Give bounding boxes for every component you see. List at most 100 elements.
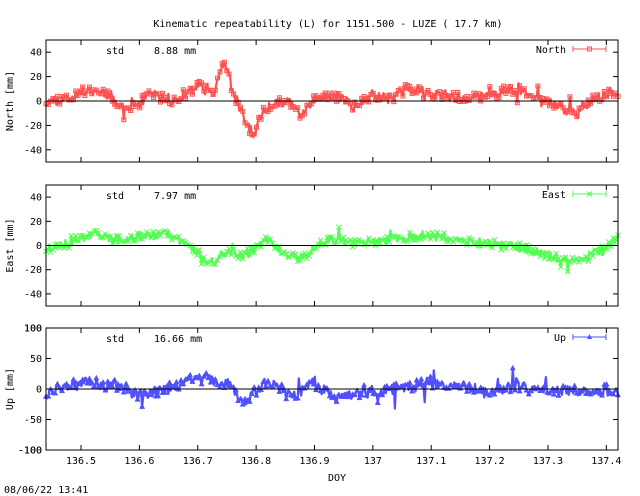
data-point <box>555 392 562 398</box>
data-point <box>503 245 509 252</box>
data-point <box>139 403 146 409</box>
data-point <box>553 387 560 394</box>
data-point <box>232 386 239 393</box>
data-point <box>475 388 482 394</box>
data-point <box>240 108 246 114</box>
data-point <box>322 242 328 248</box>
data-point <box>136 388 143 395</box>
north-series <box>43 59 621 139</box>
data-point <box>509 364 516 371</box>
data-point <box>95 229 102 236</box>
data-point <box>468 236 475 243</box>
data-point <box>189 91 195 97</box>
data-point <box>139 236 145 243</box>
data-point <box>603 245 610 252</box>
data-point <box>100 379 107 385</box>
data-point <box>50 247 56 253</box>
data-point <box>528 250 534 257</box>
legend-marker <box>587 46 592 52</box>
data-point <box>397 235 404 241</box>
data-point <box>310 380 317 387</box>
data-point <box>415 381 422 387</box>
data-point <box>372 390 379 397</box>
data-point <box>489 244 496 251</box>
data-point <box>351 391 358 398</box>
data-point <box>404 238 411 245</box>
data-point <box>525 390 532 397</box>
data-point <box>111 376 118 383</box>
data-point <box>118 238 125 245</box>
data-point <box>548 387 555 394</box>
data-point <box>569 254 576 261</box>
data-point <box>72 232 79 239</box>
data-point <box>425 379 432 385</box>
data-point <box>356 394 363 401</box>
data-point <box>553 250 560 257</box>
y-tick-label: 100 <box>24 324 42 335</box>
data-point <box>610 390 617 397</box>
y-tick-label: 20 <box>30 72 42 83</box>
data-point <box>63 380 70 387</box>
data-point <box>409 387 416 394</box>
data-point <box>324 234 331 241</box>
data-point <box>271 245 278 252</box>
data-point <box>132 386 139 393</box>
data-point <box>501 83 507 89</box>
data-point <box>308 378 315 384</box>
east-panel: -40 -20 0 20 40 East [mm] std 7.97 mm East <box>5 184 621 307</box>
up-series-markers <box>42 364 622 409</box>
data-point <box>331 392 338 399</box>
data-point <box>601 89 607 95</box>
data-point <box>525 243 532 249</box>
data-point <box>253 392 260 398</box>
data-point <box>276 243 283 250</box>
data-point <box>322 90 328 96</box>
data-point <box>152 232 159 239</box>
data-point <box>64 92 70 98</box>
data-point <box>119 104 125 110</box>
data-point <box>184 375 191 381</box>
data-point <box>441 90 447 96</box>
data-point <box>535 83 541 89</box>
data-point <box>398 86 404 92</box>
data-point <box>308 101 314 107</box>
data-point <box>141 387 148 394</box>
chart-title: Kinematic repeatability (L) for 1151.500… <box>153 19 502 30</box>
data-point <box>253 124 259 130</box>
data-point <box>541 255 548 262</box>
data-point <box>418 375 425 382</box>
data-point <box>596 250 603 257</box>
data-point <box>406 229 413 236</box>
x-tick-label: 137.4 <box>591 456 621 467</box>
data-point <box>414 90 420 96</box>
data-point <box>487 84 493 90</box>
data-point <box>598 392 606 398</box>
data-point <box>441 230 447 236</box>
data-point <box>210 261 216 268</box>
data-point <box>448 236 454 242</box>
north-series-markers <box>43 59 621 138</box>
data-point <box>148 234 155 241</box>
data-point <box>264 377 271 384</box>
data-point <box>567 94 573 100</box>
data-point <box>461 381 468 387</box>
data-point <box>128 108 134 114</box>
data-point <box>203 82 209 88</box>
data-point <box>507 388 514 395</box>
data-point <box>187 371 194 378</box>
data-point <box>162 227 168 234</box>
data-point <box>123 238 129 244</box>
data-point <box>111 239 118 246</box>
data-point <box>413 376 420 383</box>
y-tick-label: -100 <box>18 446 42 457</box>
data-point <box>177 376 185 383</box>
data-point <box>269 240 276 247</box>
data-point <box>164 233 171 239</box>
data-point <box>450 90 456 96</box>
data-point <box>565 109 571 115</box>
data-point <box>70 237 77 243</box>
data-point <box>612 236 619 243</box>
data-point <box>192 85 198 91</box>
data-point <box>212 375 219 382</box>
